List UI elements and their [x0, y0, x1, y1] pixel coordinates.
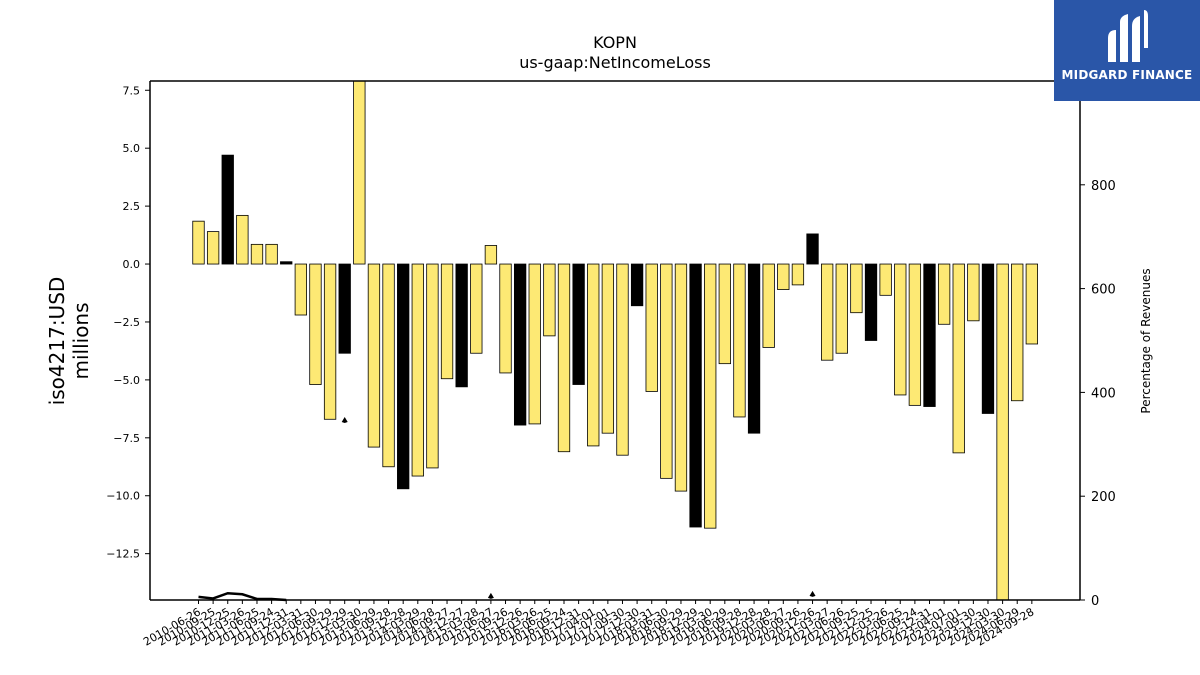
bar — [206, 231, 220, 265]
bars — [192, 80, 1038, 601]
bar — [747, 263, 761, 434]
bar — [937, 263, 951, 325]
bar — [513, 263, 527, 426]
y-tick-label: −2.5 — [113, 316, 140, 329]
bar — [967, 263, 980, 322]
y-tick-label: −10.0 — [106, 490, 140, 503]
bar — [762, 263, 775, 348]
line-point — [809, 590, 816, 597]
bar — [733, 263, 746, 418]
bar — [777, 263, 790, 290]
y-axis-label-line: millions — [69, 302, 93, 379]
bar — [864, 263, 878, 341]
bar — [1011, 263, 1024, 402]
bar — [718, 263, 731, 365]
bar — [601, 263, 615, 434]
bar — [397, 263, 410, 490]
y-tick-label: 5.0 — [123, 142, 141, 155]
bar — [952, 263, 965, 454]
y2-tick-label: 400 — [1091, 386, 1116, 401]
chart-title: KOPN — [593, 33, 637, 52]
bar — [660, 263, 673, 479]
bar — [674, 263, 688, 492]
bar — [250, 243, 264, 265]
bar — [981, 263, 995, 414]
y-tick-label: 2.5 — [123, 200, 141, 213]
logo-text: MIDGARD FINANCE — [1061, 68, 1193, 82]
bar — [543, 263, 556, 337]
bar — [791, 263, 805, 286]
y2-tick-label: 0 — [1091, 594, 1099, 609]
bar — [835, 263, 848, 354]
bar — [528, 263, 541, 425]
y2-tick-label: 200 — [1091, 490, 1116, 505]
logo: MIDGARD FINANCE — [1054, 0, 1200, 101]
bar — [923, 263, 936, 407]
chart-subtitle: us-gaap:NetIncomeLoss — [519, 53, 711, 72]
bar — [426, 263, 439, 469]
y2-tick-label: 800 — [1091, 179, 1116, 194]
bar — [411, 263, 424, 477]
line-series — [198, 591, 287, 602]
axes: 7.5 5.0 2.5 0.0 −2.5 −5.0 −7.5 −10.0 −12.5 0 200 40… — [45, 80, 1116, 649]
bar — [294, 263, 307, 316]
bar — [484, 245, 498, 265]
line-layer — [198, 416, 816, 602]
bar — [879, 263, 892, 296]
y-tick-label: −7.5 — [113, 432, 140, 445]
bar — [616, 263, 629, 456]
bar — [382, 263, 395, 468]
bar — [455, 263, 468, 388]
bar — [338, 263, 351, 354]
bar — [470, 263, 483, 354]
bar — [850, 263, 863, 314]
bar — [572, 263, 585, 385]
bar — [689, 263, 702, 528]
bar — [323, 263, 337, 420]
logo-mark-icon — [1108, 10, 1148, 62]
bar — [236, 214, 249, 265]
bar — [630, 263, 644, 307]
bar — [587, 263, 600, 447]
bar — [353, 80, 366, 265]
bar — [280, 261, 293, 265]
bar — [806, 233, 819, 265]
bar — [645, 263, 658, 392]
y2-tick-label: 600 — [1091, 283, 1116, 298]
y-axis-label: iso4217:USDmillions — [45, 277, 93, 406]
bar — [557, 263, 571, 453]
bar — [908, 263, 922, 406]
bar — [221, 154, 234, 265]
y-tick-label: −12.5 — [106, 548, 140, 561]
bar — [367, 263, 381, 448]
bar — [704, 263, 717, 529]
bar — [1025, 263, 1038, 345]
y-tick-label: 0.0 — [123, 258, 141, 271]
bar — [440, 263, 454, 380]
line-point — [341, 416, 348, 423]
bar — [894, 263, 907, 396]
y-tick-label: 7.5 — [123, 84, 141, 97]
y-tick-label: −5.0 — [113, 374, 140, 387]
bar — [265, 243, 278, 265]
y-axis-label-line: iso4217:USD — [45, 277, 69, 406]
bar — [821, 263, 834, 361]
bar — [499, 263, 512, 374]
line-point — [487, 592, 494, 599]
bar — [192, 220, 205, 265]
bar — [309, 263, 322, 385]
bar — [996, 263, 1009, 601]
y2-axis-label: Percentage of Revenues — [1139, 268, 1153, 413]
